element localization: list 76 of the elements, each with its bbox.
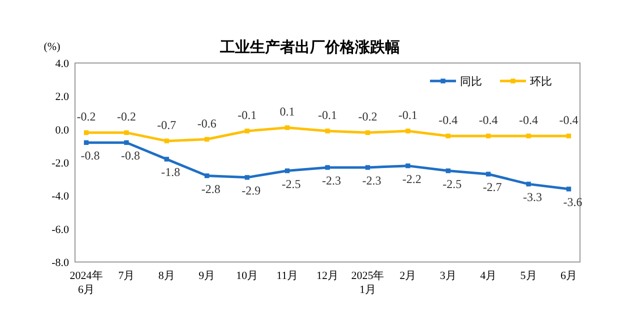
y-tick-label: -2.0 [52, 158, 70, 170]
y-tick-label: 4.0 [55, 58, 70, 70]
x-tick-label: 11月 [276, 270, 298, 282]
x-tick-label: 6月 [560, 270, 577, 282]
point [446, 134, 450, 138]
point [244, 128, 250, 134]
point [164, 156, 170, 162]
data-label: -3.3 [523, 190, 542, 204]
point [446, 168, 450, 174]
point [244, 175, 250, 180]
data-label: -2.5 [282, 176, 301, 191]
point [84, 140, 89, 145]
x-tick-label: 5月 [520, 270, 537, 282]
data-label: -0.1 [398, 108, 418, 122]
point [124, 140, 129, 145]
data-label: 0.1 [280, 104, 295, 119]
point [406, 163, 410, 168]
x-tick-label: 3月 [440, 270, 456, 282]
point [325, 165, 330, 170]
data-label: -3.6 [563, 195, 582, 210]
point [284, 125, 290, 130]
y-tick-label: 2.0 [55, 91, 70, 104]
data-label: -0.4 [519, 112, 538, 127]
point [365, 130, 370, 135]
legend-label: 环比 [530, 75, 552, 88]
x-tick-label: 9月 [198, 270, 216, 282]
y-axis-title: (%) [44, 41, 61, 53]
chart-title: 工业生产者出厂价格涨跌幅 [219, 39, 400, 56]
data-label: -0.4 [438, 112, 458, 127]
data-label: -2.3 [322, 173, 341, 188]
y-tick-label: -8.0 [52, 257, 70, 269]
point [566, 186, 572, 192]
data-label: -0.2 [116, 110, 136, 124]
x-tick-label: 2025年 1月 [351, 270, 384, 296]
point [486, 134, 491, 138]
data-label: -0.4 [478, 112, 498, 127]
point [124, 130, 129, 135]
y-tick-label: -6.0 [52, 224, 70, 236]
data-label: -0.4 [559, 112, 578, 127]
data-label: -0.2 [76, 110, 96, 124]
data-label: -0.1 [238, 108, 257, 122]
point [526, 182, 531, 186]
point [204, 173, 210, 178]
point [325, 128, 330, 134]
x-tick-label: 2024年 6月 [70, 270, 103, 296]
x-tick-label: 8月 [158, 270, 175, 282]
x-tick-label: 4月 [480, 270, 497, 282]
point [365, 165, 370, 170]
data-label: -0.1 [318, 108, 337, 122]
data-label: -2.5 [442, 176, 462, 191]
point [204, 136, 210, 142]
point [84, 130, 89, 135]
data-label: -2.8 [201, 182, 220, 196]
x-tick-label: 12月 [316, 270, 338, 282]
data-label: -2.2 [402, 172, 422, 186]
data-label: -0.2 [358, 110, 378, 124]
data-label: -1.8 [161, 165, 180, 180]
point [406, 128, 410, 134]
data-label: -0.6 [197, 116, 216, 130]
point [526, 134, 531, 138]
point [164, 138, 170, 144]
x-tick-label: 7月 [118, 270, 135, 282]
data-label: -2.9 [242, 183, 261, 198]
data-label: -2.3 [362, 173, 382, 188]
data-label: -0.7 [157, 118, 176, 132]
y-tick-label: -4.0 [52, 190, 70, 203]
x-tick-label: 2月 [400, 270, 416, 282]
point [566, 134, 572, 138]
data-label: -0.8 [120, 148, 140, 163]
data-label: -2.7 [482, 180, 502, 194]
y-tick-label: 0.0 [55, 124, 70, 136]
point [284, 168, 290, 174]
point [486, 172, 491, 176]
legend-label: 同比 [460, 75, 482, 88]
data-label: -0.8 [80, 148, 100, 163]
x-tick-label: 10月 [236, 270, 258, 282]
